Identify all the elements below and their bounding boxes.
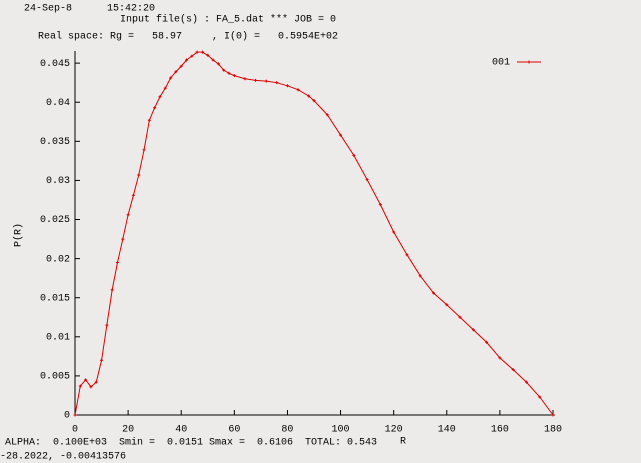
data-point bbox=[254, 78, 258, 82]
input-file: Input file(s) : FA_5.dat *** JOB = 0 bbox=[120, 14, 336, 26]
y-axis-label: P(R) bbox=[13, 223, 25, 247]
x-tick-label: 100 bbox=[332, 425, 350, 436]
y-tick-label: 0.035 bbox=[40, 137, 70, 148]
time: 15:42:20 bbox=[107, 4, 155, 15]
x-tick-label: 20 bbox=[122, 425, 134, 436]
x-tick-label: 0 bbox=[72, 425, 78, 436]
y-tick-label: 0 bbox=[64, 411, 70, 422]
data-point bbox=[352, 153, 356, 157]
data-point bbox=[158, 95, 162, 99]
y-tick-label: 0.01 bbox=[46, 332, 70, 343]
x-tick-label: 140 bbox=[438, 425, 456, 436]
y-tick-label: 0.02 bbox=[46, 254, 70, 265]
x-tick-label: 120 bbox=[385, 425, 403, 436]
data-point bbox=[445, 303, 449, 307]
data-point bbox=[418, 274, 422, 278]
data-point bbox=[339, 133, 343, 137]
data-point bbox=[179, 64, 183, 68]
data-point bbox=[325, 113, 329, 117]
data-point bbox=[200, 50, 204, 54]
x-axis-label: R bbox=[400, 437, 406, 448]
data-point bbox=[222, 68, 226, 72]
cursor-position: -28.2022, -0.00413576 bbox=[0, 452, 126, 463]
data-point bbox=[432, 291, 435, 295]
data-point bbox=[275, 81, 279, 85]
data-point bbox=[538, 395, 542, 399]
data-point bbox=[121, 237, 125, 241]
data-point bbox=[312, 99, 316, 103]
data-point bbox=[115, 261, 119, 265]
x-tick-label: 160 bbox=[491, 425, 509, 436]
data-point bbox=[458, 315, 462, 319]
fit-parameters: ALPHA: 0.100E+03 Smin = 0.0151 Smax = 0.… bbox=[5, 437, 377, 449]
data-line bbox=[74, 51, 554, 416]
data-point bbox=[264, 79, 268, 83]
data-point bbox=[211, 58, 215, 62]
data-point bbox=[78, 384, 82, 388]
data-point bbox=[174, 70, 178, 74]
data-point bbox=[285, 84, 289, 88]
data-point bbox=[485, 340, 489, 344]
data-point bbox=[126, 213, 130, 217]
data-point bbox=[73, 413, 77, 417]
data-point bbox=[551, 413, 555, 417]
data-point bbox=[405, 253, 409, 257]
data-point bbox=[365, 178, 369, 182]
data-point bbox=[169, 76, 173, 80]
data-point bbox=[153, 106, 157, 110]
y-tick-label: 0.04 bbox=[46, 98, 70, 109]
data-point bbox=[190, 54, 194, 58]
data-point bbox=[511, 368, 515, 372]
data-point bbox=[110, 288, 114, 292]
y-tick-label: 0.015 bbox=[40, 293, 70, 304]
data-point bbox=[94, 380, 98, 384]
x-tick-label: 80 bbox=[281, 425, 293, 436]
data-point bbox=[100, 358, 104, 362]
data-point bbox=[307, 94, 311, 98]
data-point bbox=[227, 71, 231, 75]
data-point bbox=[524, 380, 528, 384]
x-tick-label: 60 bbox=[228, 425, 240, 436]
real-space: Real space: Rg = 58.97 , I(0) = 0.5954E+… bbox=[38, 31, 338, 43]
x-tick-label: 40 bbox=[175, 425, 187, 436]
data-point bbox=[131, 193, 135, 197]
data-point bbox=[185, 58, 189, 62]
data-point bbox=[232, 74, 236, 78]
y-tick-label: 0.025 bbox=[40, 215, 70, 226]
legend-label: 001 bbox=[492, 58, 510, 69]
data-point bbox=[243, 77, 247, 81]
data-point bbox=[195, 50, 199, 54]
data-point bbox=[216, 62, 220, 66]
data-point bbox=[296, 88, 300, 92]
data-point bbox=[89, 385, 93, 389]
data-point bbox=[471, 328, 475, 332]
data-point bbox=[84, 378, 88, 382]
data-point bbox=[147, 118, 151, 122]
data-point bbox=[378, 203, 382, 207]
date: 24-Sep-8 bbox=[24, 4, 72, 15]
y-tick-label: 0.045 bbox=[40, 59, 70, 70]
y-tick-label: 0.03 bbox=[46, 176, 70, 187]
data-point bbox=[105, 323, 109, 327]
data-point bbox=[137, 173, 141, 177]
y-tick-label: 0.005 bbox=[40, 372, 70, 383]
data-point bbox=[163, 86, 167, 90]
x-tick-label: 180 bbox=[544, 425, 562, 436]
data-point bbox=[498, 356, 502, 360]
data-point bbox=[142, 148, 146, 152]
data-point bbox=[392, 230, 396, 234]
data-point bbox=[206, 53, 210, 57]
